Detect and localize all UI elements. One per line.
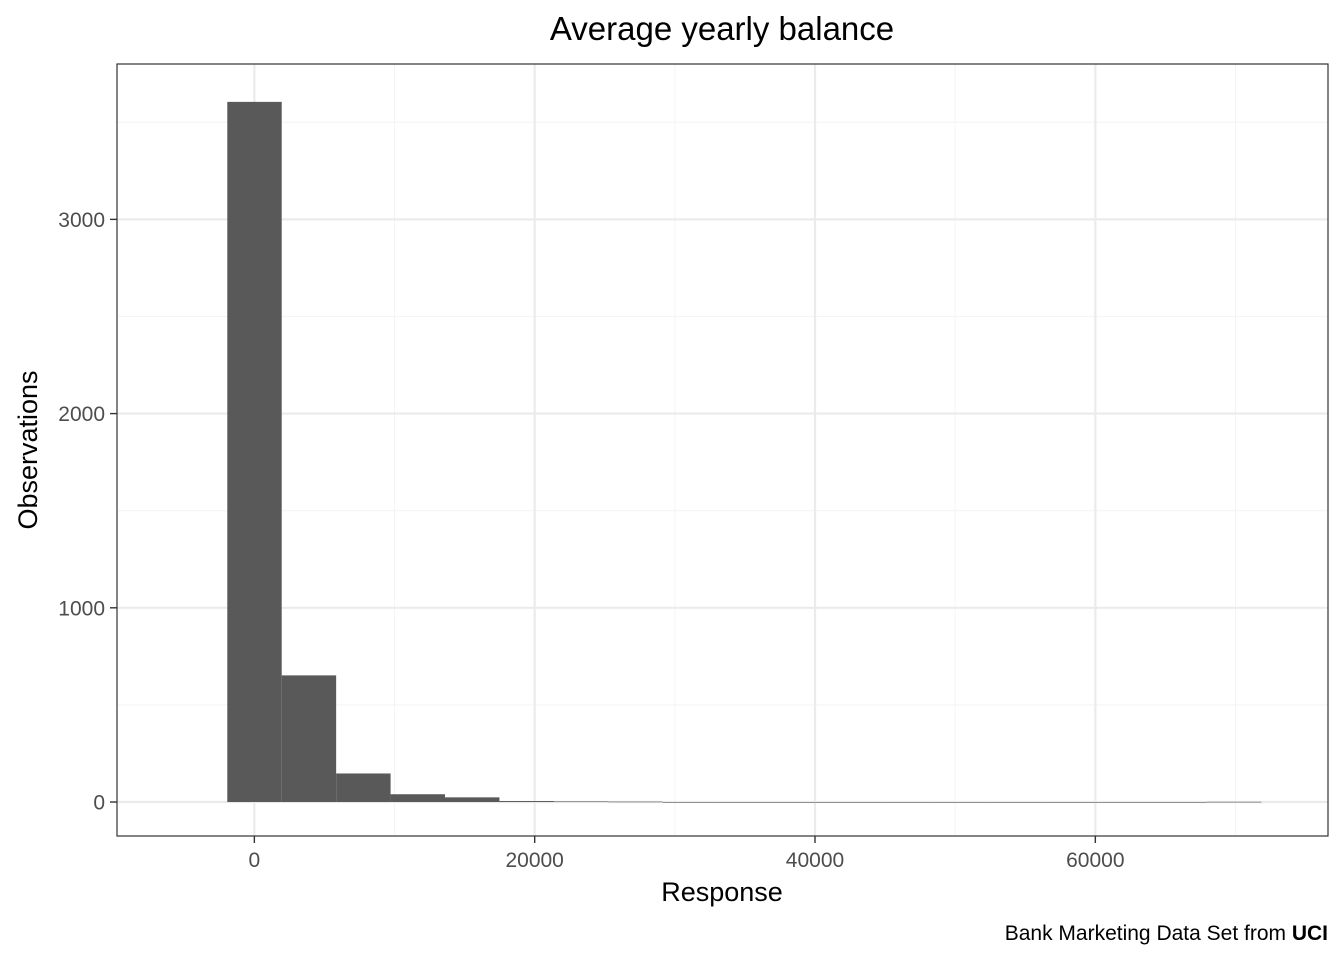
y-tick-label: 1000: [58, 597, 105, 620]
histogram-bar: [227, 101, 282, 803]
histogram-bar: [662, 802, 718, 803]
histogram-bar: [444, 797, 500, 803]
histogram-bar: [1206, 801, 1262, 803]
histogram-bar: [281, 675, 337, 803]
histogram-bar: [825, 802, 881, 803]
y-tick-label: 0: [93, 792, 105, 815]
histogram-bar: [390, 794, 445, 803]
histogram-bar: [553, 801, 609, 803]
caption-text: Bank Marketing Data Set from: [1005, 922, 1292, 945]
histogram-bars: [227, 101, 1262, 803]
x-tick-label: 40000: [786, 849, 844, 872]
x-axis-title: Response: [661, 877, 783, 907]
histogram-bar: [608, 801, 663, 803]
histogram-bar: [1098, 802, 1153, 803]
histogram-bar: [934, 802, 990, 803]
histogram-bar: [1043, 802, 1099, 803]
panel-border: [116, 63, 1329, 837]
histogram-bar: [989, 802, 1044, 803]
plot-panel: [116, 63, 1329, 837]
chart-caption: Bank Marketing Data Set from UCI: [1005, 922, 1328, 945]
x-axis: 0 20000 40000 60000: [249, 836, 1125, 872]
y-tick-label: 2000: [58, 403, 105, 426]
histogram-bar: [1152, 802, 1207, 803]
y-axis-title: Observations: [13, 370, 43, 529]
histogram-bar: [336, 773, 391, 803]
y-tick-label: 3000: [58, 209, 105, 232]
x-tick-label: 0: [249, 849, 261, 872]
x-tick-label: 20000: [505, 849, 563, 872]
chart-title: Average yearly balance: [550, 10, 894, 47]
histogram-bar: [499, 801, 554, 803]
histogram-bar: [717, 802, 772, 803]
histogram-bar: [771, 802, 826, 803]
histogram-bar: [880, 802, 935, 803]
caption-source: UCI: [1292, 922, 1328, 945]
y-axis: 0 1000 2000 3000: [58, 209, 117, 815]
x-tick-label: 60000: [1066, 849, 1124, 872]
